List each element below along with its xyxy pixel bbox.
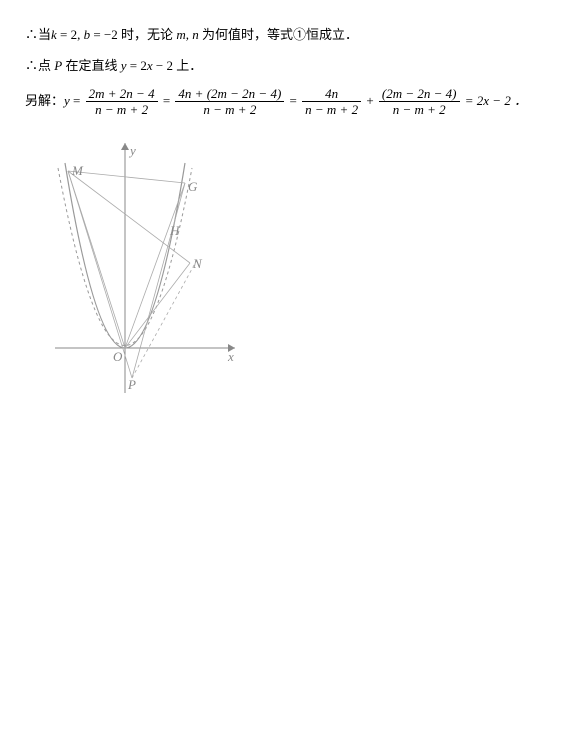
vars-mn: m, n	[176, 27, 198, 42]
label: 另解：	[25, 93, 64, 108]
denominator: n − m + 2	[86, 102, 158, 118]
denominator: n − m + 2	[175, 102, 284, 118]
numerator: 4n	[302, 86, 361, 103]
svg-text:P: P	[127, 377, 136, 392]
svg-text:N: N	[192, 256, 203, 271]
fraction-4: (2m − 2n − 4)n − m + 2	[379, 86, 460, 118]
eq: =	[286, 93, 300, 108]
parabola-graph: M G H N OPx y	[50, 133, 250, 413]
mid: 在定直线	[62, 58, 121, 73]
eq2: = −2 时，无论	[90, 27, 176, 42]
fraction-1: 2m + 2n − 4n − m + 2	[86, 86, 158, 118]
line-2: ∴点 P 在定直线 y = 2x − 2 上．	[25, 54, 558, 77]
svg-text:y: y	[128, 143, 136, 158]
svg-text:M: M	[71, 163, 84, 178]
line-3: 另解：y = 2m + 2n − 4n − m + 2 = 4n + (2m −…	[25, 86, 558, 118]
eq: = 2	[127, 58, 147, 73]
eq1: = 2,	[57, 27, 84, 42]
numerator: 4n + (2m − 2n − 4)	[175, 86, 284, 103]
fraction-2: 4n + (2m − 2n − 4)n − m + 2	[175, 86, 284, 118]
eq: =	[70, 93, 84, 108]
line-1: ∴当k = 2, b = −2 时，无论 m, n 为何值时，等式①恒成立．	[25, 23, 558, 46]
svg-text:G: G	[188, 179, 198, 194]
svg-text:H: H	[169, 223, 180, 238]
result: = 2x − 2 ．	[462, 93, 528, 108]
plus: +	[363, 93, 377, 108]
rest: − 2 上．	[153, 58, 203, 73]
eq: =	[160, 93, 174, 108]
svg-text:x: x	[227, 349, 234, 364]
numerator: 2m + 2n − 4	[86, 86, 158, 103]
fraction-3: 4nn − m + 2	[302, 86, 361, 118]
denominator: n − m + 2	[302, 102, 361, 118]
graph-figure: M G H N OPx y	[50, 133, 558, 417]
svg-text:O: O	[113, 349, 123, 364]
prefix: ∴当	[25, 27, 51, 42]
prefix: ∴点	[25, 58, 54, 73]
numerator: (2m − 2n − 4)	[379, 86, 460, 103]
denominator: n − m + 2	[379, 102, 460, 118]
suffix: 为何值时，等式①恒成立．	[199, 27, 358, 42]
